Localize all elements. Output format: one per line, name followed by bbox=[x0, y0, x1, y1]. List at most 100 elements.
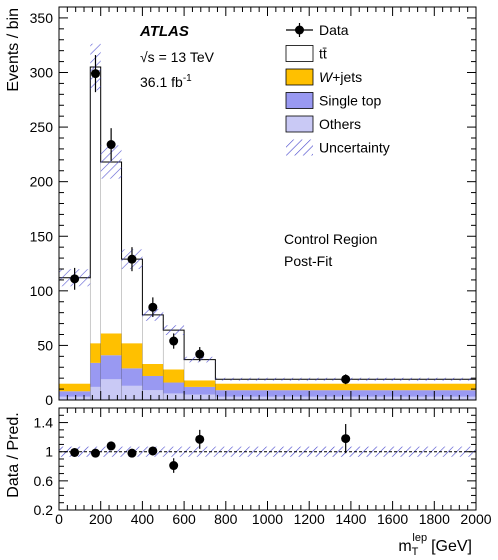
ratio-point bbox=[90, 448, 100, 458]
ratio-y-tick-label: 0.6 bbox=[34, 473, 54, 489]
stack-bar-others bbox=[163, 393, 185, 400]
x-axis-label-main: m bbox=[398, 538, 411, 555]
x-tick-label: 1400 bbox=[335, 511, 366, 527]
stack-bar-tt bbox=[184, 359, 216, 381]
fit-label: Post-Fit bbox=[284, 253, 332, 269]
stack-bar-tt bbox=[59, 277, 91, 384]
data-point bbox=[70, 274, 80, 284]
stack-bar-tt bbox=[163, 330, 185, 370]
stack-bar-w-jets bbox=[142, 363, 164, 376]
luminosity-label: 36.1 fb-1 bbox=[140, 73, 192, 90]
luminosity-exponent: -1 bbox=[183, 73, 192, 84]
legend-swatch-tt bbox=[285, 45, 314, 62]
stack-bar-w-jets bbox=[215, 383, 476, 391]
stack-bar-w-jets bbox=[90, 343, 101, 363]
stack-bar-w-jets bbox=[121, 343, 143, 369]
x-tick-label: 1600 bbox=[377, 511, 408, 527]
main-y-tick-label: 150 bbox=[30, 228, 54, 244]
stack-bar-single-top bbox=[184, 386, 216, 395]
main-y-tick-label: 200 bbox=[30, 174, 54, 190]
stack-bar-others bbox=[90, 386, 101, 400]
stack-bar-others bbox=[184, 394, 216, 400]
main-plot-area bbox=[58, 43, 477, 400]
x-axis-label-sub: T bbox=[412, 546, 419, 558]
x-axis-label-unit: [GeV] bbox=[431, 538, 472, 555]
data-point bbox=[341, 374, 351, 384]
stack-bar-single-top bbox=[215, 390, 476, 397]
legend-label-data: Data bbox=[319, 22, 349, 38]
stack-bar-tt bbox=[121, 259, 143, 344]
x-axis-label-sup: lep bbox=[412, 532, 427, 544]
legend-swatch-single-top bbox=[285, 92, 314, 109]
stack-bar-tt bbox=[142, 314, 164, 364]
ratio-point bbox=[70, 447, 80, 457]
legend-label-uncertainty: Uncertainty bbox=[319, 140, 390, 156]
axes: 0 200 400 600 800 1000 1200 1400 1600 1800 2000050… bbox=[30, 6, 492, 527]
stack-bar-single-top bbox=[121, 368, 143, 386]
stack-bar-single-top bbox=[59, 391, 91, 397]
energy-label: √s = 13 TeV bbox=[140, 49, 215, 65]
x-tick-label: 200 bbox=[89, 511, 113, 527]
y-axis-title-ratio: Data / Pred. bbox=[5, 412, 22, 497]
uncertainty-band bbox=[100, 145, 122, 179]
legend: Data tt̄ W+jets Single top Others Uncertainty bbox=[285, 22, 390, 156]
stack-bar-w-jets bbox=[184, 380, 216, 387]
stack-bar-others bbox=[121, 385, 143, 400]
ratio-plot-area bbox=[59, 424, 476, 473]
ratio-point bbox=[148, 446, 158, 456]
data-point bbox=[106, 140, 116, 150]
data-point bbox=[148, 302, 158, 312]
x-tick-label: 0 bbox=[55, 511, 63, 527]
legend-swatch-uncertainty bbox=[286, 139, 313, 156]
stack-bar-w-jets bbox=[59, 383, 91, 392]
legend-marker-data bbox=[295, 25, 304, 35]
ratio-y-axis-label: Data / Pred. bbox=[5, 412, 22, 497]
stack-bar-w-jets bbox=[100, 333, 122, 356]
uncertainty-band bbox=[163, 325, 185, 336]
legend-label-tt: tt̄ bbox=[319, 46, 327, 62]
stack-bar-single-top bbox=[100, 355, 122, 380]
stack-bar-single-top bbox=[163, 382, 185, 394]
experiment-label: ATLAS bbox=[139, 23, 189, 40]
stack-bar-others bbox=[142, 390, 164, 400]
x-tick-label: 800 bbox=[214, 511, 238, 527]
ratio-point bbox=[195, 434, 205, 444]
x-tick-label: 600 bbox=[172, 511, 196, 527]
region-label: Control Region bbox=[284, 231, 377, 247]
x-axis-label: mTlep [GeV] bbox=[398, 532, 472, 558]
x-tick-label: 1200 bbox=[294, 511, 325, 527]
legend-swatch-others bbox=[285, 115, 314, 133]
main-y-tick-label: 300 bbox=[30, 65, 54, 81]
main-y-tick-label: 0 bbox=[45, 392, 53, 408]
legend-label-w-rest: +jets bbox=[332, 69, 362, 85]
data-point bbox=[90, 69, 100, 79]
legend-label-w-italic: W bbox=[319, 69, 334, 85]
x-tick-label: 400 bbox=[131, 511, 155, 527]
data-point bbox=[127, 254, 137, 264]
legend-label-w-jets: W+jets bbox=[319, 69, 362, 85]
main-y-tick-label: 100 bbox=[30, 283, 54, 299]
annotations: ATLAS √s = 13 TeV 36.1 fb-1 Control Regi… bbox=[139, 23, 377, 269]
stack-bar-tt bbox=[90, 67, 101, 344]
ratio-y-tick-label: 1 bbox=[45, 444, 53, 460]
luminosity-value: 36.1 fb bbox=[140, 74, 183, 90]
legend-swatch-w-jets bbox=[285, 68, 314, 86]
stack-bar-single-top bbox=[142, 375, 164, 391]
ratio-uncertainty-band bbox=[163, 446, 185, 457]
stack-bar-others bbox=[215, 396, 476, 400]
x-tick-label: 1000 bbox=[252, 511, 283, 527]
stack-bar-single-top bbox=[90, 362, 101, 387]
x-tick-label: 2000 bbox=[460, 511, 491, 527]
main-y-tick-label: 50 bbox=[37, 337, 53, 353]
x-tick-label: 1800 bbox=[419, 511, 450, 527]
main-y-axis-label: Events / bin bbox=[5, 8, 22, 92]
data-point bbox=[195, 349, 205, 359]
legend-label-single-top: Single top bbox=[319, 93, 381, 109]
ratio-point bbox=[127, 448, 137, 458]
ratio-point bbox=[341, 434, 351, 444]
data-point bbox=[169, 336, 179, 346]
ratio-y-tick-label: 1.4 bbox=[34, 415, 54, 431]
y-axis-title-main: Events / bin bbox=[5, 8, 22, 92]
stack-bar-w-jets bbox=[163, 369, 185, 383]
